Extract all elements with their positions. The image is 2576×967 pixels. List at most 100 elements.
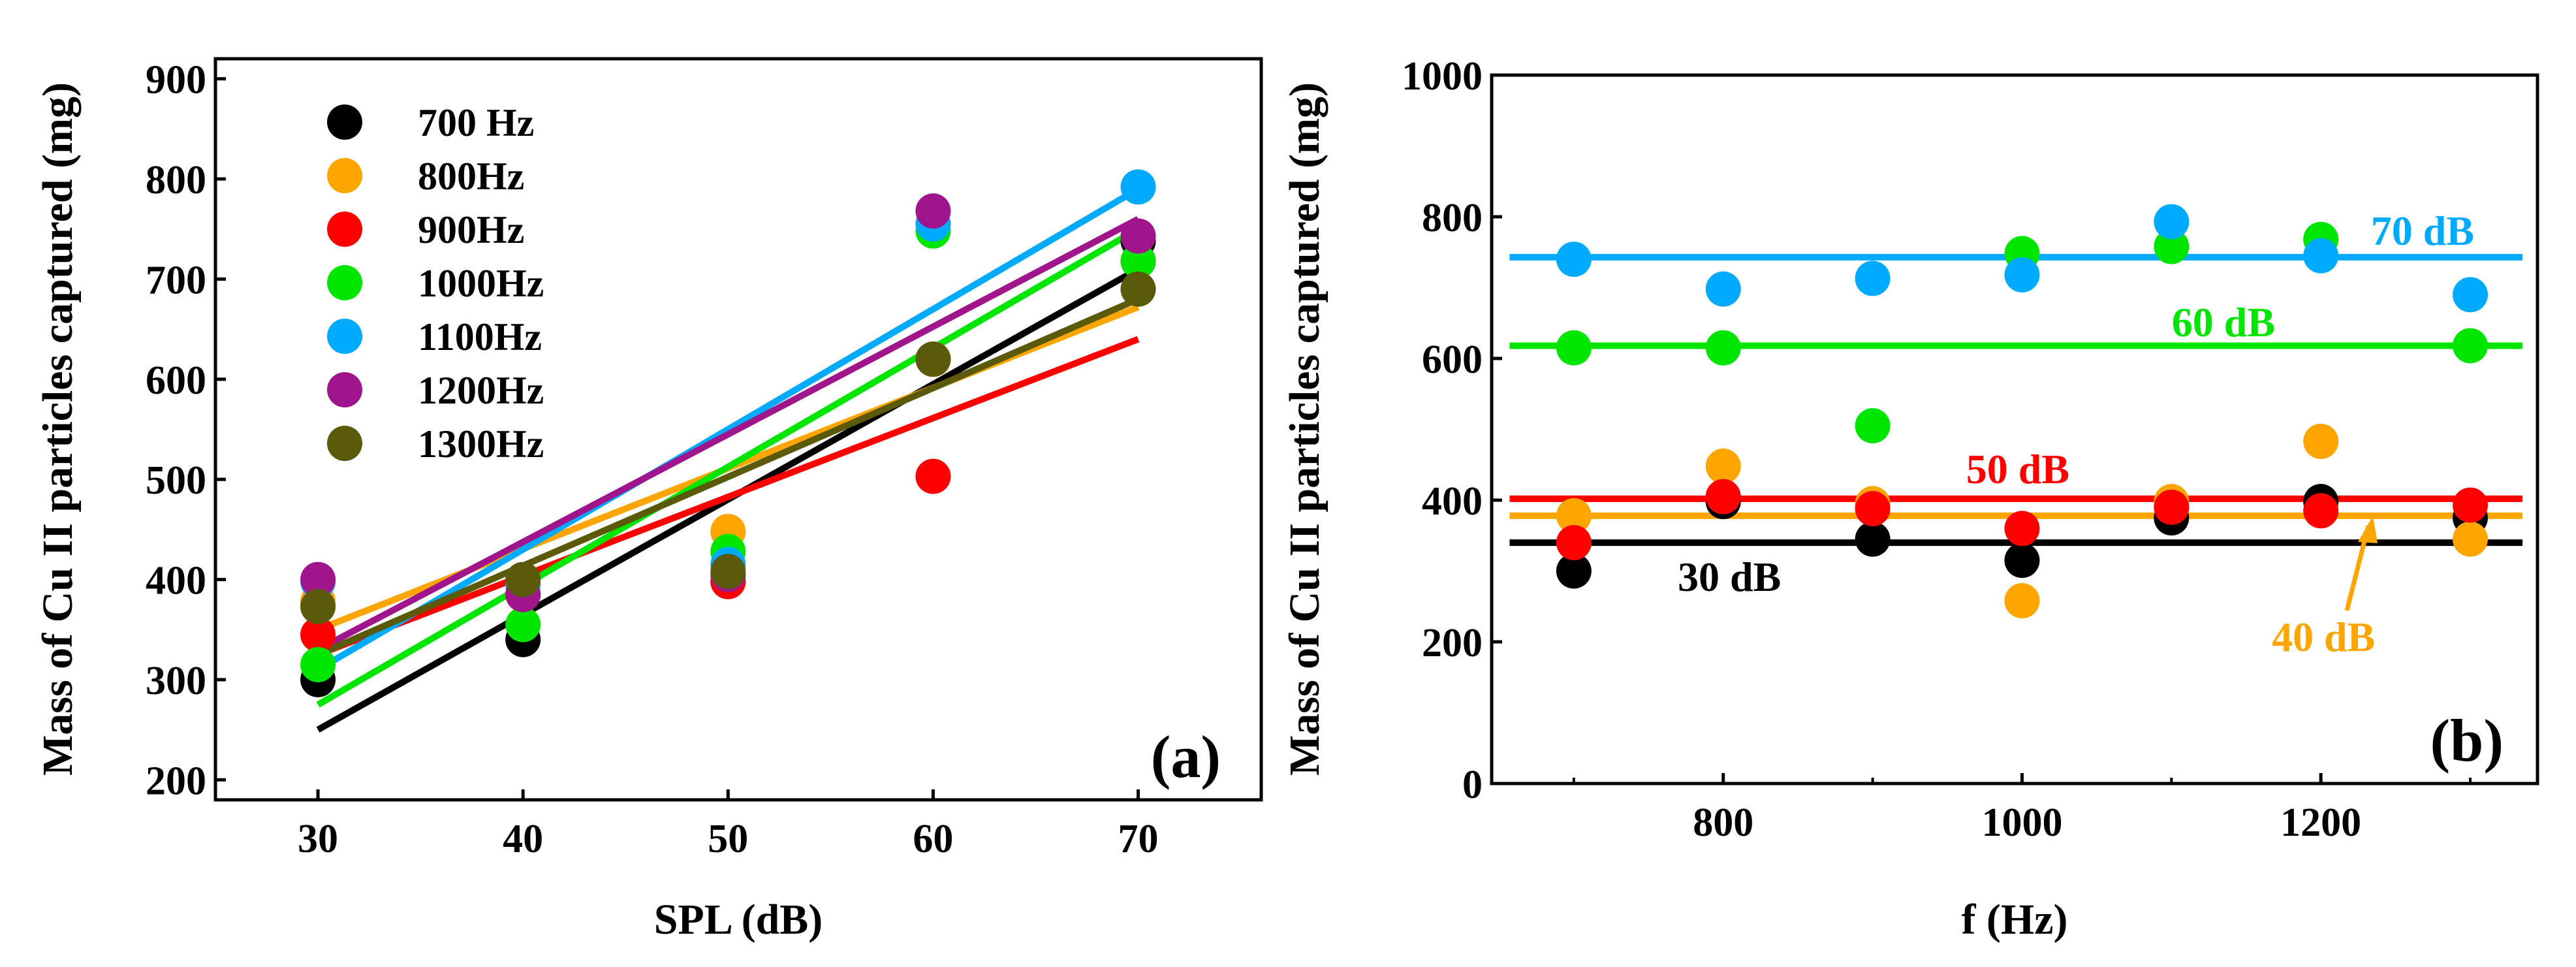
panel-b-y-tick-label: 1000 (1402, 54, 1483, 99)
fit-line-1200hz (316, 215, 1140, 653)
annotation-db60: 60 dB (2172, 299, 2275, 345)
panel-b: 800 1000 1200 0 200 400 600 800 1000 30 dB 40 dB 5… (1281, 54, 2539, 943)
point-1300hz (505, 562, 541, 597)
point-1300hz (300, 588, 336, 624)
legend-marker-800hz (327, 158, 362, 193)
panel-a-x-tick-label: 40 (503, 817, 543, 861)
panel-b-annotations: 30 dB 40 dB 50 dB 60 dB 70 dB (1678, 208, 2474, 660)
panel-a-y-tick-label: 800 (146, 158, 206, 202)
point-db70 (2303, 238, 2339, 274)
legend-label-1100hz: 1100Hz (418, 315, 542, 358)
point-1000hz (300, 646, 336, 682)
point-db50 (1705, 479, 1741, 515)
panel-b-y-axis-label: Mass of Cu II particles captured (mg) (1281, 82, 1328, 776)
panel-b-x-tick-label: 1200 (2280, 801, 2361, 845)
legend-marker-1200hz (327, 372, 362, 407)
point-db70 (2453, 277, 2489, 313)
fit-line-1000hz (316, 226, 1140, 708)
point-db70 (1705, 271, 1741, 307)
point-db50 (1855, 491, 1891, 527)
point-900hz (300, 616, 336, 652)
panel-b-y-tick-label: 800 (1422, 196, 1483, 240)
point-db40 (2004, 583, 2040, 619)
panel-a-y-tick-label: 200 (146, 759, 206, 803)
panel-a-y-tick-label: 300 (146, 659, 206, 703)
annotation-db30: 30 dB (1678, 554, 1781, 600)
point-db50 (2154, 489, 2190, 525)
fit-line-1300hz (317, 296, 1140, 658)
point-db70 (1855, 261, 1891, 296)
panel-a-x-tick-label: 60 (913, 817, 953, 861)
legend-label-800hz: 800Hz (418, 155, 524, 198)
point-1000hz (1120, 243, 1156, 279)
fit-line-1100hz (316, 186, 1140, 673)
panel-b-y-tick-label: 0 (1462, 763, 1483, 807)
panel-a: 30 40 50 60 70 200 300 400 500 600 700 800 900 700 H… (34, 57, 1263, 943)
panel-a-y-tick-label: 700 (146, 258, 206, 302)
point-db30 (2004, 543, 2040, 579)
point-1000hz (505, 607, 541, 642)
panel-a-x-tick-label: 70 (1118, 817, 1159, 861)
panel-a-label: (a) (1151, 723, 1221, 790)
panel-a-x-tick-label: 50 (708, 817, 748, 861)
panel-a-plot-frame (213, 57, 1263, 802)
panel-a-x-tick-label: 30 (298, 817, 338, 861)
point-db60 (2154, 229, 2190, 264)
panel-a-y-tick-label: 600 (146, 358, 206, 403)
panel-a-legend: 700 Hz 800Hz 900Hz 1000Hz 1100Hz 1200Hz 1300Hz (327, 101, 544, 466)
fit-line-900hz (317, 336, 1140, 658)
annotation-db50: 50 dB (1966, 446, 2069, 492)
panel-b-x-axis-label: f (Hz) (1961, 896, 2067, 943)
annotation-40db-arrow-head (2358, 516, 2378, 543)
point-1300hz (915, 341, 951, 377)
panel-a-y-tick-label: 500 (146, 458, 206, 503)
point-db60 (1855, 408, 1891, 444)
point-1200hz (915, 193, 951, 229)
point-db40 (1556, 498, 1592, 533)
panel-b-ticks: 800 1000 1200 0 200 400 600 800 1000 (1402, 54, 2472, 845)
legend-marker-900hz (327, 212, 362, 247)
legend-marker-1000hz (327, 265, 362, 300)
panel-b-points (1556, 204, 2489, 619)
panel-a-y-tick-label: 400 (146, 559, 206, 603)
legend-marker-1100hz (327, 319, 362, 354)
legend-label-900hz: 900Hz (418, 208, 524, 251)
legend-marker-700hz (327, 104, 362, 140)
legend-label-700hz: 700 Hz (418, 101, 534, 144)
point-db60 (1556, 330, 1592, 366)
point-1300hz (710, 554, 746, 590)
point-db30 (1855, 521, 1891, 557)
point-db50 (2453, 487, 2489, 523)
point-db50 (1556, 525, 1592, 561)
legend-label-1000hz: 1000Hz (418, 262, 544, 305)
point-1200hz (300, 562, 336, 597)
panel-a-x-axis-label: SPL (dB) (654, 896, 823, 943)
point-1200hz (1120, 218, 1156, 254)
point-db40 (2453, 521, 2489, 557)
panel-b-y-tick-label: 400 (1422, 479, 1483, 524)
panel-a-ticks: 30 40 50 60 70 200 300 400 500 600 700 800 900 (146, 58, 1159, 861)
point-db50 (2303, 493, 2339, 529)
panel-a-y-axis-label: Mass of Cu II particles captured (mg) (34, 82, 82, 776)
point-db70 (1556, 242, 1592, 277)
point-db60 (1705, 330, 1741, 366)
panel-b-y-tick-label: 200 (1422, 621, 1483, 665)
point-db70 (2154, 204, 2190, 240)
point-db40 (2303, 423, 2339, 459)
panel-a-points (300, 169, 1156, 697)
panel-b-y-tick-label: 600 (1422, 338, 1483, 382)
legend-label-1300hz: 1300Hz (418, 422, 544, 466)
legend-label-1200hz: 1200Hz (418, 369, 544, 412)
point-1100hz (1120, 169, 1156, 205)
panel-a-y-tick-label: 900 (146, 58, 206, 103)
point-db70 (2004, 257, 2040, 293)
panel-b-x-tick-label: 1000 (1981, 801, 2062, 845)
annotation-db70: 70 dB (2371, 208, 2474, 254)
panel-b-x-tick-label: 800 (1693, 801, 1753, 845)
panel-b-plot-frame (1490, 73, 2539, 785)
panel-b-label: (b) (2430, 707, 2504, 774)
panel-a-fit-lines (316, 186, 1140, 733)
point-db50 (2004, 511, 2040, 547)
panel-b-fit-lines (1509, 253, 2523, 547)
